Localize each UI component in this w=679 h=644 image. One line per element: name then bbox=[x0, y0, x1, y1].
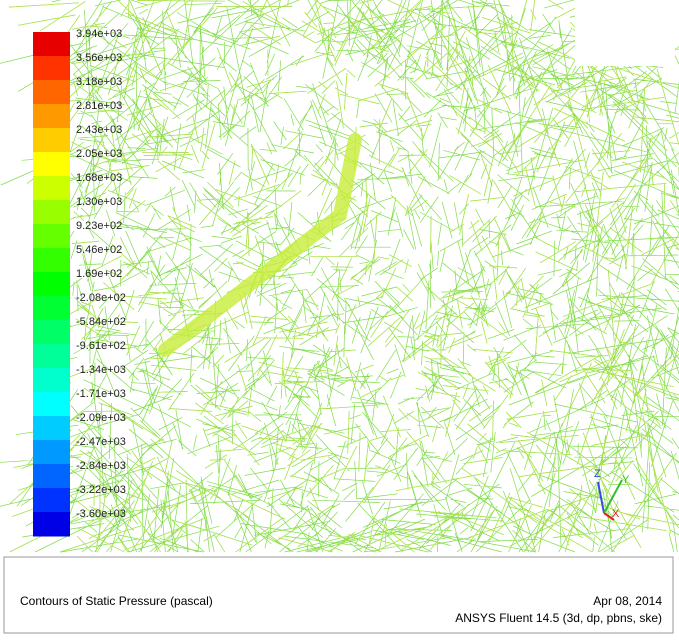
color-band bbox=[33, 80, 70, 105]
colorbar-label: 5.46e+02 bbox=[76, 244, 122, 256]
colorbar-label: -2.84e+03 bbox=[76, 460, 126, 472]
colorbar: 3.94e+03 3.56e+03 3.18e+03 2.81e+03 2.43e+03… bbox=[33, 28, 126, 537]
color-band bbox=[33, 344, 70, 369]
color-band bbox=[33, 416, 70, 441]
colorbar-label: 2.05e+03 bbox=[76, 148, 122, 160]
color-band bbox=[33, 296, 70, 321]
color-band bbox=[33, 464, 70, 489]
colorbar-label: -1.71e+03 bbox=[76, 388, 126, 400]
color-band bbox=[33, 224, 70, 249]
color-band bbox=[33, 368, 70, 393]
colorbar-label: 1.69e+02 bbox=[76, 268, 122, 280]
color-band bbox=[33, 104, 70, 129]
color-band bbox=[33, 392, 70, 417]
colorbar-label: -1.34e+03 bbox=[76, 364, 126, 376]
colorbar-label: -3.60e+03 bbox=[76, 508, 126, 520]
color-band bbox=[33, 32, 70, 57]
viewer: 3.94e+03 3.56e+03 3.18e+03 2.81e+03 2.43e+03… bbox=[0, 0, 679, 639]
colorbar-label: -3.22e+03 bbox=[76, 484, 126, 496]
color-band bbox=[33, 488, 70, 513]
axis-triad: Z Y X bbox=[594, 468, 630, 520]
colorbar-label: 3.18e+03 bbox=[76, 76, 122, 88]
colorbar-label: -2.08e+02 bbox=[76, 292, 126, 304]
colorbar-label: 1.30e+03 bbox=[76, 196, 122, 208]
color-band bbox=[33, 248, 70, 273]
colorbar-label: -9.61e+02 bbox=[76, 340, 126, 352]
colorbar-label: 9.23e+02 bbox=[76, 220, 122, 232]
colorbar-label: -2.47e+03 bbox=[76, 436, 126, 448]
z-label: Z bbox=[594, 468, 601, 480]
colorbar-label: 3.56e+03 bbox=[76, 52, 122, 64]
colorbar-label: -2.09e+03 bbox=[76, 412, 126, 424]
color-band bbox=[33, 272, 70, 297]
colorbar-label: 2.43e+03 bbox=[76, 124, 122, 136]
color-band bbox=[33, 176, 70, 201]
color-band bbox=[33, 512, 70, 537]
colorbar-label: -5.84e+02 bbox=[76, 316, 126, 328]
color-band bbox=[33, 320, 70, 345]
color-band bbox=[33, 128, 70, 153]
color-band bbox=[33, 56, 70, 81]
caption-title: Contours of Static Pressure (pascal) bbox=[20, 594, 213, 608]
color-band bbox=[33, 440, 70, 465]
colorbar-label: 2.81e+03 bbox=[76, 100, 122, 112]
colorbar-label: 3.94e+03 bbox=[76, 28, 122, 40]
colorbar-label: 1.68e+03 bbox=[76, 172, 122, 184]
caption-software: ANSYS Fluent 14.5 (3d, dp, pbns, ske) bbox=[455, 611, 662, 625]
x-label: X bbox=[612, 508, 620, 520]
y-label: Y bbox=[622, 474, 630, 486]
color-band bbox=[33, 152, 70, 177]
caption-date: Apr 08, 2014 bbox=[593, 594, 662, 608]
color-band bbox=[33, 200, 70, 225]
blank-area bbox=[575, 0, 675, 66]
